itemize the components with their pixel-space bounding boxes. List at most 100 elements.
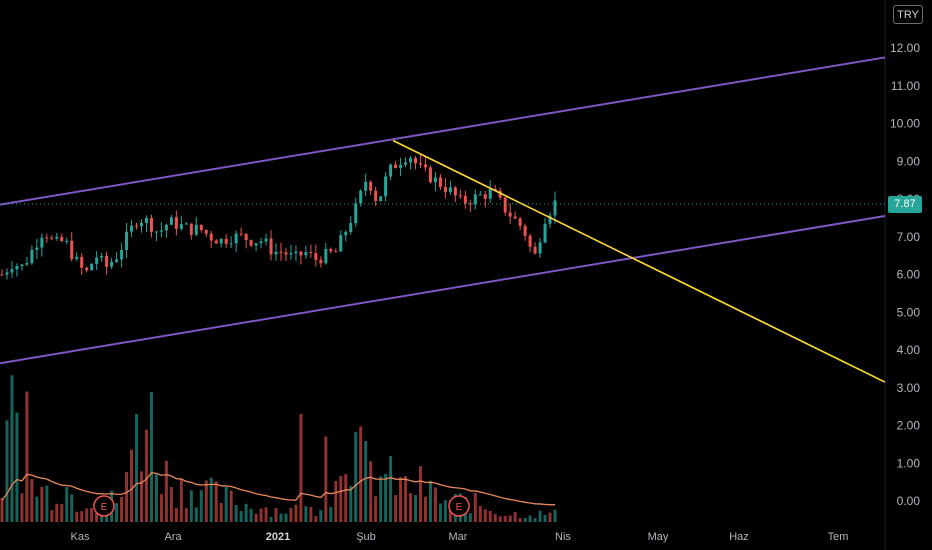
candle-body (130, 225, 134, 232)
volume-bar (229, 490, 233, 522)
volume-bar (135, 414, 139, 522)
candle-body (164, 224, 168, 231)
volume-bar (478, 506, 482, 522)
candle-body (204, 230, 208, 234)
volume-bar (329, 507, 333, 522)
earnings-marker[interactable] (93, 495, 115, 517)
candle-body (528, 235, 532, 247)
candle-body (299, 251, 303, 256)
last-price-badge: 7.87 (888, 196, 922, 213)
volume-bar (279, 513, 283, 522)
volume-bar (304, 506, 308, 522)
volume-bar (314, 516, 318, 522)
x-tick-label: May (648, 531, 669, 543)
candle-body (60, 236, 64, 241)
volume-bar (274, 508, 278, 522)
candle-body (414, 158, 418, 164)
x-tick-label: 2021 (266, 531, 290, 543)
volume-bar (194, 507, 198, 522)
volume-bar (354, 432, 358, 522)
earnings-marker[interactable] (448, 495, 470, 517)
volume-bar (433, 487, 437, 522)
candle-body (45, 237, 49, 239)
volume-bar (423, 496, 427, 522)
volume-bar (369, 461, 373, 522)
volume-bar (538, 510, 542, 522)
y-tick-label: 0.00 (897, 494, 921, 508)
candle-body (199, 224, 203, 231)
y-tick-label: 4.00 (897, 343, 921, 357)
x-tick-label: Ara (164, 531, 182, 543)
volume-bar (239, 511, 243, 522)
candle-body (448, 187, 452, 193)
volume-bar (483, 509, 487, 522)
candle-body (374, 190, 378, 202)
volume-bar (80, 511, 84, 522)
candle-body (279, 251, 283, 253)
candle-body (70, 240, 74, 260)
volume-bar (154, 474, 158, 522)
y-tick-label: 11.00 (891, 79, 920, 93)
volume-bar (120, 496, 124, 522)
volume-bar (65, 487, 69, 522)
candle-body (184, 223, 188, 225)
candle-body (249, 240, 253, 246)
channel-lower-line[interactable] (0, 215, 886, 365)
volume-bar (95, 506, 99, 522)
volume-bar (289, 507, 293, 522)
volume-bar (234, 504, 238, 522)
candle-body (518, 218, 522, 226)
volume-bar (189, 490, 193, 522)
candle-body (548, 215, 552, 224)
volume-bar (184, 508, 188, 522)
candle-body (55, 236, 59, 239)
volume-bar (60, 504, 64, 522)
volume-bar (414, 495, 418, 522)
x-tick-label: Şub (356, 531, 376, 543)
currency-label[interactable]: TRY (893, 5, 923, 24)
candle-body (269, 238, 273, 255)
candle-body (369, 181, 373, 191)
volume-bar (35, 496, 39, 522)
volume-bar (55, 503, 59, 522)
descending-trendline[interactable] (392, 139, 886, 383)
x-tick-label: Mar (449, 531, 468, 543)
channel-upper-line[interactable] (0, 56, 886, 206)
volume-bar (125, 472, 129, 522)
volume-bar (339, 476, 343, 522)
candle-body (319, 259, 323, 264)
candle-body (359, 190, 363, 204)
candle-body (219, 238, 223, 244)
candle-body (40, 237, 44, 248)
volume-bar (443, 500, 447, 522)
candle-body (5, 272, 9, 275)
volume-bar (15, 412, 19, 522)
candle-body (120, 249, 124, 260)
volume-bar (45, 485, 49, 522)
candle-body (379, 196, 383, 202)
candle-body (458, 195, 462, 197)
volume-bar (115, 503, 119, 522)
earnings-marker-label: E (456, 502, 463, 513)
volume-bar (164, 460, 168, 522)
candle-body (15, 265, 19, 270)
volume-bar (30, 479, 34, 522)
volume-bar (468, 513, 472, 522)
candle-body (418, 163, 422, 165)
volume-bar (219, 503, 223, 522)
candle-body (423, 164, 427, 168)
volume-bar (528, 515, 532, 522)
y-tick-label: 10.00 (890, 117, 920, 131)
candle-body (244, 233, 248, 241)
volume-bar (90, 507, 94, 522)
candle-body (224, 238, 228, 244)
candle-body (428, 167, 432, 183)
volume-bar (174, 508, 178, 522)
candle-body (523, 225, 527, 236)
candle-body (339, 235, 343, 252)
candle-body (10, 269, 14, 273)
volume-bar (50, 510, 54, 522)
candle-body (274, 251, 278, 255)
x-tick-label: Tem (828, 531, 849, 543)
